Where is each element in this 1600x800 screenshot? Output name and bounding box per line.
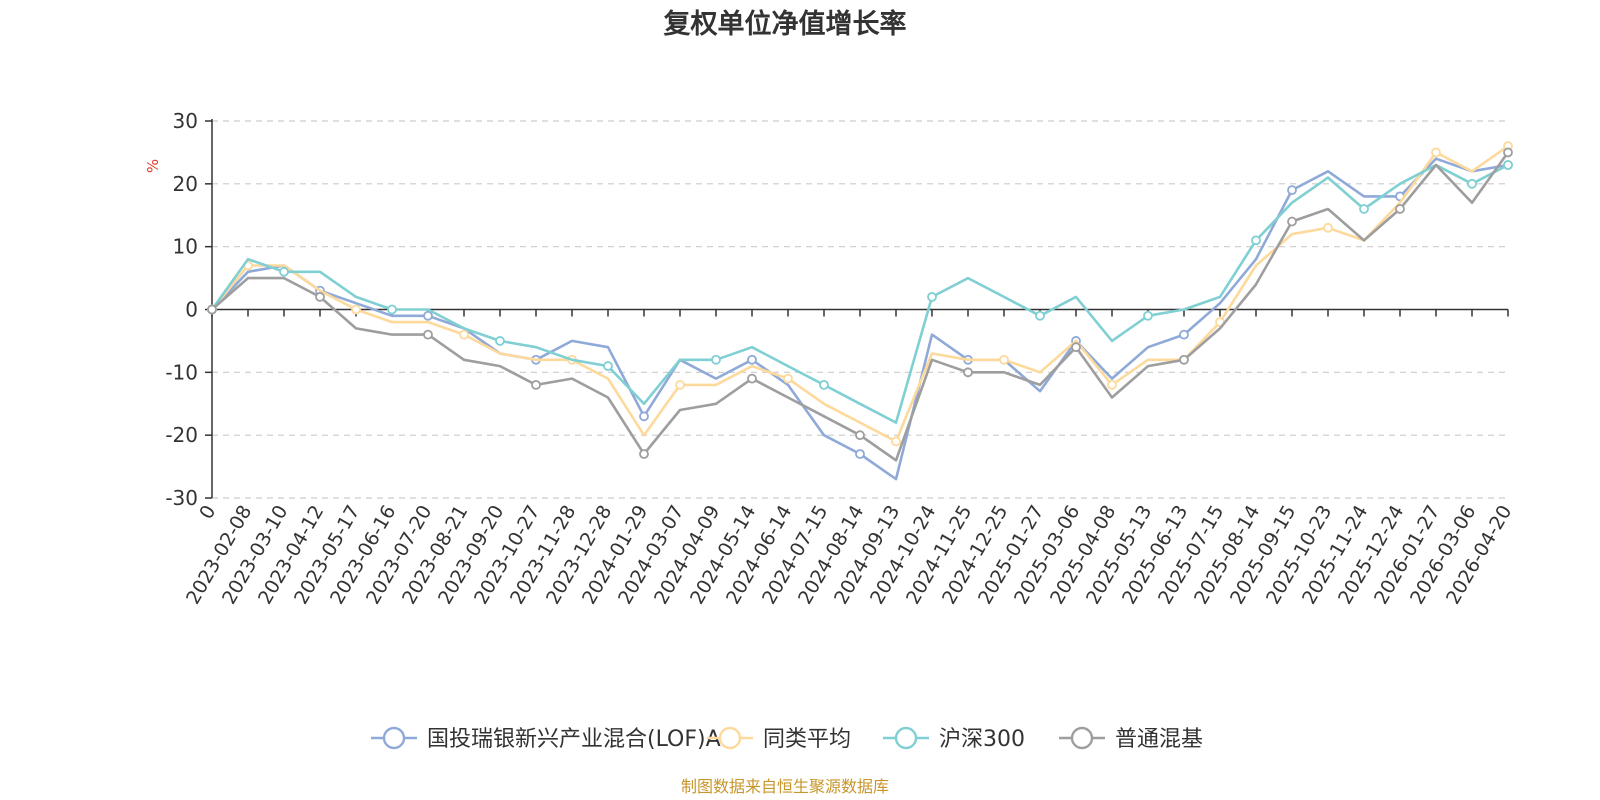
series-1 (207, 141, 1513, 447)
legend-circle-icon (894, 726, 918, 750)
series-line (210, 163, 1509, 424)
data-point (855, 430, 865, 441)
data-point (1323, 222, 1333, 233)
data-point (423, 310, 433, 321)
y-axis-unit: % (144, 159, 162, 173)
data-point (603, 361, 613, 371)
legend-circle-icon (1070, 726, 1094, 750)
y-tick-label: 10 (173, 235, 198, 259)
data-point (207, 304, 217, 315)
x-tick-labels: 02023-02-082023-03-102023-04-122023-05-1… (182, 502, 1516, 609)
data-point (999, 354, 1009, 365)
legend-item-2[interactable]: 沪深300 (883, 726, 1025, 752)
data-point (891, 436, 901, 447)
data-point (1287, 216, 1297, 227)
data-point (315, 292, 325, 302)
data-point (639, 411, 649, 422)
legend[interactable]: 国投瑞银新兴产业混合(LOF)A 同类平均 沪深300 普通混基 (371, 726, 1203, 752)
y-tick-label: 30 (173, 109, 198, 133)
data-point (747, 373, 757, 384)
legend-circle-icon (718, 726, 742, 750)
legend-label: 同类平均 (763, 727, 851, 752)
data-point (1395, 204, 1405, 214)
data-point (1287, 185, 1297, 196)
data-point (927, 292, 937, 302)
series-2 (207, 160, 1513, 424)
legend-label: 普通混基 (1115, 727, 1203, 752)
legend-item-1[interactable]: 同类平均 (707, 726, 851, 752)
data-point (1467, 178, 1477, 189)
data-point (1071, 342, 1081, 353)
source-note: 制图数据来自恒生聚源数据库 (681, 777, 889, 796)
legend-label: 沪深300 (939, 727, 1025, 752)
grid (212, 120, 1508, 499)
data-point (423, 329, 433, 340)
data-point (531, 379, 541, 390)
data-point (855, 449, 865, 459)
series-line (210, 145, 1509, 443)
data-point (963, 367, 973, 378)
legend-item-3[interactable]: 普通混基 (1059, 726, 1203, 752)
data-point (747, 354, 757, 365)
data-point (1503, 147, 1513, 158)
y-tick-label: -20 (165, 423, 198, 447)
legend-label: 国投瑞银新兴产业混合(LOF)A (427, 727, 721, 752)
y-tick-label: 0 (185, 298, 198, 322)
x-tick-label: 0 (195, 502, 220, 523)
y-tick-label: -30 (165, 486, 198, 510)
data-point (351, 304, 361, 315)
data-point (639, 449, 649, 459)
legend-item-0[interactable]: 国投瑞银新兴产业混合(LOF)A (371, 726, 721, 752)
data-point (819, 379, 829, 390)
data-point (495, 336, 505, 346)
chart-title: 复权单位净值增长率 (664, 8, 907, 40)
y-tick-label: -10 (165, 360, 198, 384)
series-3 (207, 147, 1513, 462)
data-point (1179, 329, 1189, 340)
y-tick-label: 20 (173, 172, 198, 196)
data-point (783, 373, 793, 384)
data-point (1143, 310, 1153, 321)
series (207, 141, 1513, 481)
data-point (1179, 354, 1189, 365)
data-point (1107, 379, 1117, 390)
series-line (211, 151, 1510, 462)
data-point (1251, 235, 1261, 246)
data-point (1035, 310, 1045, 321)
legend-circle-icon (382, 726, 406, 750)
data-point (675, 379, 685, 390)
data-point (711, 354, 721, 365)
data-point (1359, 204, 1369, 214)
data-point (1431, 147, 1441, 158)
data-point (459, 329, 469, 340)
data-point (279, 266, 289, 277)
data-point (1503, 160, 1513, 170)
data-point (387, 304, 397, 315)
y-tick-labels: 30 20 10 0 -10 -20 -30 (165, 109, 198, 510)
